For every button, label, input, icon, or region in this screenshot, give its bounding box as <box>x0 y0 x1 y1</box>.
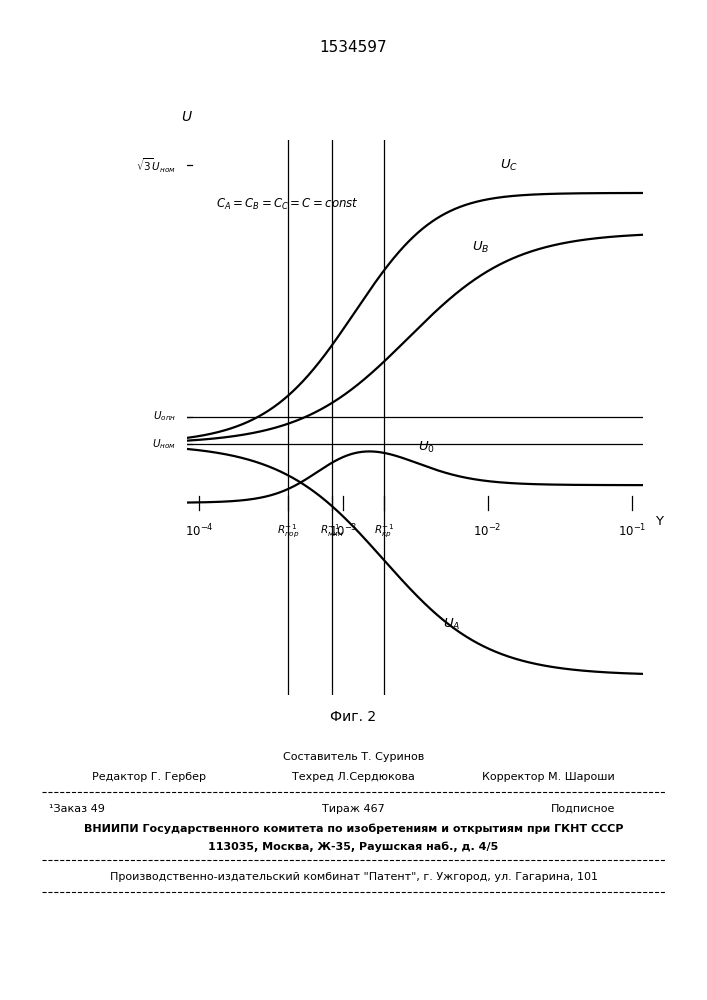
Text: Подписное: Подписное <box>551 804 615 814</box>
Text: $10^{-1}$: $10^{-1}$ <box>618 522 646 539</box>
Text: $10^{-2}$: $10^{-2}$ <box>473 522 502 539</box>
Text: Составитель Т. Суринов: Составитель Т. Суринов <box>283 752 424 762</box>
Text: $\sqrt{3}U_{ном}$: $\sqrt{3}U_{ном}$ <box>136 156 176 175</box>
Text: Редактор Г. Гербер: Редактор Г. Гербер <box>92 772 206 782</box>
Text: $U_0$: $U_0$ <box>419 440 436 455</box>
Text: $C_A{=}C_B{=}C_C{=}C{=}const$: $C_A{=}C_B{=}C_C{=}C{=}const$ <box>216 197 359 212</box>
Text: Тираж 467: Тираж 467 <box>322 804 385 814</box>
Text: $10^{-4}$: $10^{-4}$ <box>185 522 214 539</box>
Text: ВНИИПИ Государственного комитета по изобретениям и открытиям при ГКНТ СССР: ВНИИПИ Государственного комитета по изоб… <box>83 823 624 834</box>
Text: $R^{-1}_{мин}$: $R^{-1}_{мин}$ <box>320 522 344 539</box>
Text: $U_A$: $U_A$ <box>443 617 460 632</box>
Text: $10^{-3}$: $10^{-3}$ <box>329 522 358 539</box>
Text: Корректор М. Шароши: Корректор М. Шароши <box>482 772 615 782</box>
Text: $R^{-1}_{кр}$: $R^{-1}_{кр}$ <box>373 522 394 540</box>
Text: 113035, Москва, Ж-35, Раушская наб., д. 4/5: 113035, Москва, Ж-35, Раушская наб., д. … <box>209 842 498 852</box>
Text: $R^{-1}_{пор}$: $R^{-1}_{пор}$ <box>277 522 300 540</box>
Text: Техред Л.Сердюкова: Техред Л.Сердюкова <box>292 772 415 782</box>
Text: $U_C$: $U_C$ <box>500 158 518 173</box>
Text: $U_{опн}$: $U_{опн}$ <box>153 410 176 423</box>
Text: ¹Заказ 49: ¹Заказ 49 <box>49 804 105 814</box>
Text: $U_B$: $U_B$ <box>472 240 489 255</box>
Text: 1534597: 1534597 <box>320 40 387 55</box>
Text: Фиг. 2: Фиг. 2 <box>330 710 377 724</box>
Text: $U$: $U$ <box>182 110 193 124</box>
Text: Производственно-издательский комбинат "Патент", г. Ужгород, ул. Гагарина, 101: Производственно-издательский комбинат "П… <box>110 872 597 882</box>
Text: $U_{ном}$: $U_{ном}$ <box>152 437 176 451</box>
Text: Y: Y <box>655 515 663 528</box>
